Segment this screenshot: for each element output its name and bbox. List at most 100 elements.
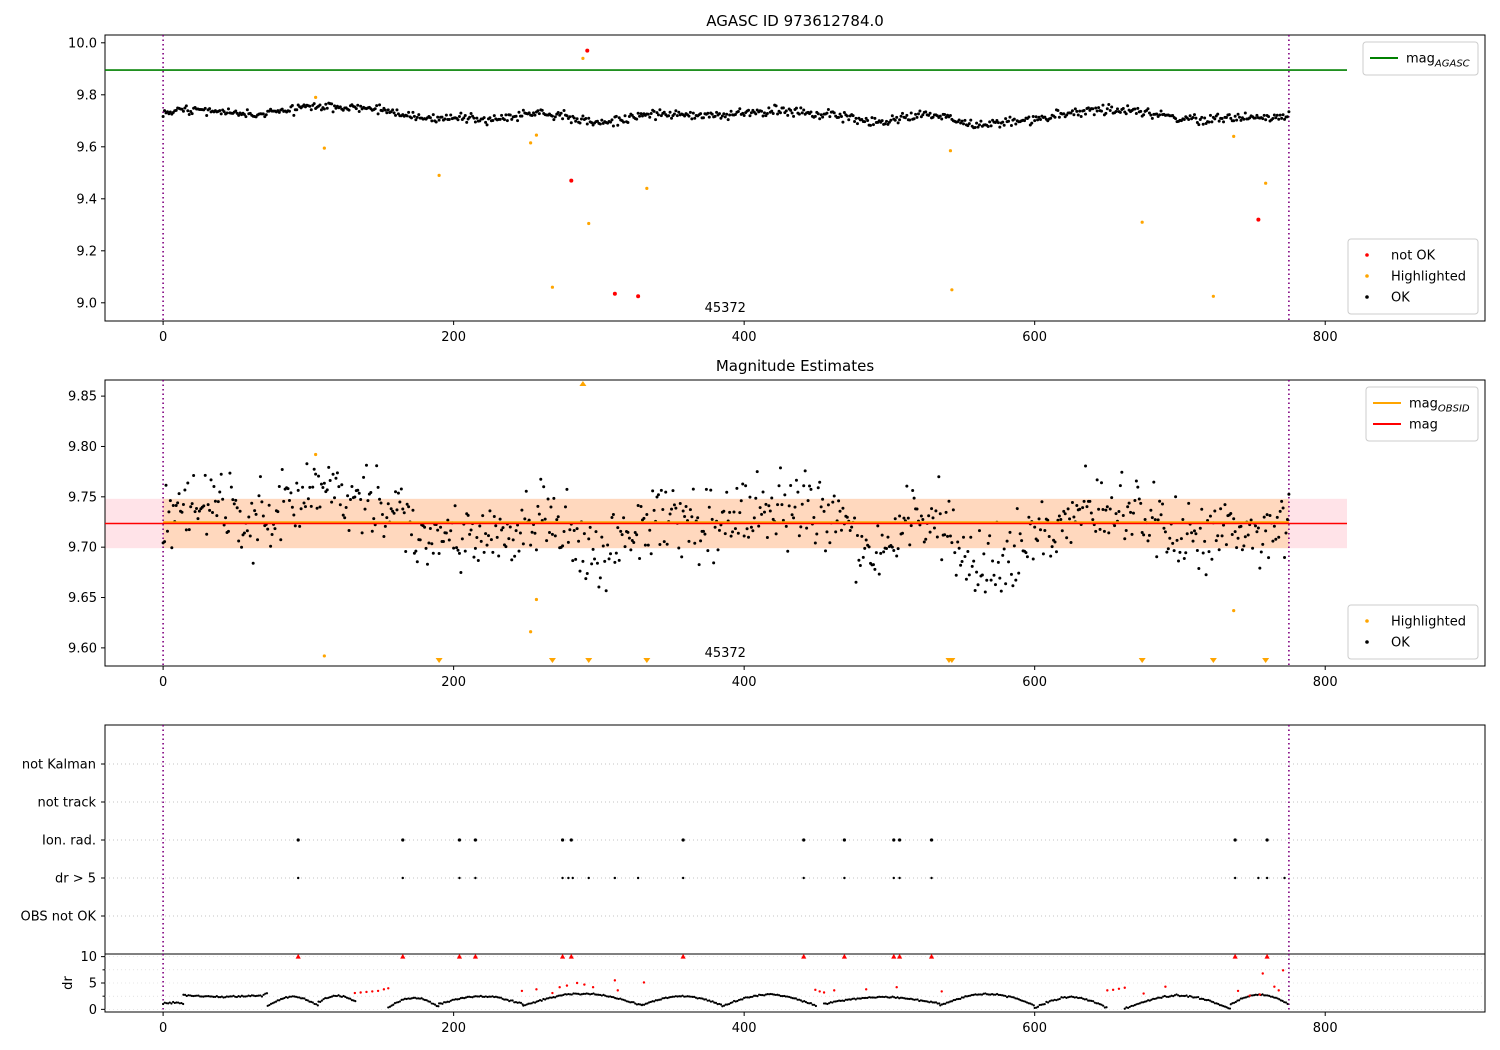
dr-highlight-point (365, 990, 368, 994)
ok-point (398, 500, 402, 504)
ok-point (318, 103, 322, 107)
dr-point (257, 994, 260, 997)
dr-highlight-point (535, 988, 538, 991)
ok-point (1197, 566, 1201, 570)
ok-point (1031, 114, 1035, 118)
dr-point (874, 996, 877, 999)
dr-point (518, 1001, 521, 1004)
ok-point (423, 525, 427, 529)
y-tick-label: 9.6 (76, 140, 97, 155)
dr-point (1198, 997, 1202, 1001)
ok-point (659, 488, 663, 492)
ok-point (463, 549, 467, 553)
y-tick-label: 9.85 (68, 390, 97, 405)
ok-point (1207, 550, 1211, 554)
ok-point (947, 499, 951, 503)
ok-point (611, 124, 615, 128)
ok-point (924, 110, 928, 114)
dr-point (259, 994, 262, 997)
ok-point (1261, 542, 1265, 546)
ok-point (966, 550, 970, 554)
ok-point (905, 113, 909, 117)
ok-point (1033, 525, 1037, 529)
dr-point (949, 1000, 952, 1003)
dr-point (1105, 1006, 1108, 1009)
ok-point (1280, 499, 1284, 503)
ok-point (242, 531, 246, 535)
ok-point (500, 528, 504, 532)
ok-point (565, 114, 569, 118)
ok-point (1113, 524, 1117, 528)
ok-point (1262, 515, 1266, 519)
ok-point (890, 545, 894, 549)
flag-point (930, 876, 933, 880)
dr-point (428, 1000, 432, 1003)
ok-point (189, 505, 193, 509)
ok-point (1224, 115, 1228, 119)
ok-point (508, 113, 512, 117)
dr-point (225, 995, 228, 998)
ok-point (237, 539, 241, 543)
ok-point (883, 122, 887, 126)
dr-point (1284, 1001, 1288, 1004)
ok-point (502, 118, 506, 122)
ok-point (1009, 123, 1013, 127)
ok-point (699, 539, 703, 543)
ok-point (257, 494, 261, 498)
ok-point (582, 532, 586, 536)
ok-point (407, 110, 411, 114)
ok-point (287, 499, 291, 503)
dr-point (908, 997, 911, 1001)
dr-highlight-point (1111, 988, 1115, 992)
ok-point (717, 112, 721, 116)
ok-point (1086, 106, 1090, 110)
highlighted-point (534, 597, 539, 602)
dr-point (574, 992, 577, 995)
dr-point (989, 993, 992, 996)
ok-point (163, 109, 167, 113)
ok-point (552, 118, 556, 122)
ok-point (1137, 497, 1141, 501)
ok-point (325, 106, 329, 110)
ok-point (1283, 556, 1287, 560)
ok-point (287, 109, 291, 113)
highlighted-point (1232, 134, 1236, 138)
ok-point (1024, 551, 1028, 555)
ok-point (180, 510, 184, 514)
dr-point (942, 1002, 945, 1005)
ok-point (399, 487, 403, 491)
dr-point (494, 995, 498, 998)
dr-point (1132, 1004, 1135, 1007)
ok-point (802, 108, 806, 112)
dr-point (543, 998, 547, 1001)
ok-point (171, 503, 175, 507)
dr-point (947, 1001, 950, 1004)
dr-point (479, 994, 482, 997)
ok-point (877, 572, 881, 576)
ok-point (1249, 518, 1253, 522)
dr-point (783, 994, 786, 998)
ok-point (980, 573, 984, 577)
dr-point (1213, 1002, 1217, 1005)
dr-point (316, 1004, 319, 1007)
ok-point (1203, 539, 1207, 543)
ok-point (648, 115, 652, 119)
ok-point (437, 551, 441, 555)
ok-point (273, 527, 277, 531)
dr-point (1227, 1007, 1230, 1010)
ok-point (473, 546, 477, 550)
ok-point (1227, 113, 1231, 117)
dr-point (569, 993, 572, 996)
dr-point (703, 998, 706, 1001)
dr-point (732, 999, 736, 1003)
ok-point (617, 558, 621, 562)
ok-point (1017, 571, 1021, 575)
ok-point (1070, 501, 1074, 505)
dr-point (172, 1000, 175, 1004)
dr-point (992, 993, 995, 996)
dr-point (215, 995, 218, 998)
ok-point (375, 464, 379, 468)
y-tick-label: 9.4 (76, 192, 97, 207)
